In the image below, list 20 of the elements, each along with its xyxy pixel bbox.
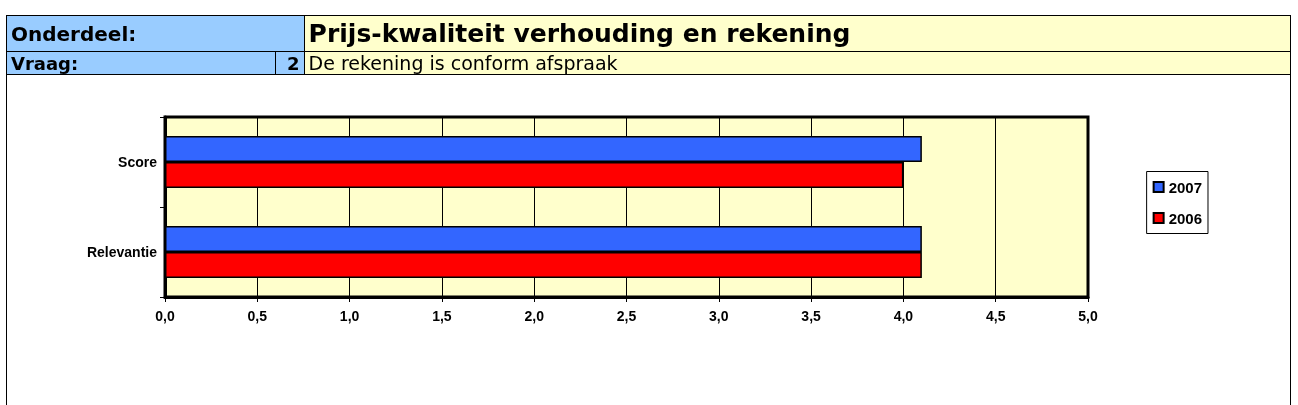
x-tick-label: 3,5 [801,308,822,324]
chart-subtitle: De rekening is conform afspraak [304,51,1291,75]
x-tick-label: 0,0 [155,308,175,324]
y-tick-label: Score [118,154,158,170]
text: 2 [275,51,305,75]
x-tick-label: 1,0 [339,308,360,324]
y-tick-label: Relevantie [86,244,158,260]
x-tick-label: 2,0 [524,308,545,324]
x-tick-label: 3,0 [709,308,729,324]
x-tick-label: 1,5 [432,308,452,324]
x-tick-label: 4,0 [893,308,914,324]
legend-label: 2006 [1168,209,1203,227]
text: Onderdeel: [6,15,305,52]
x-tick-label: 2,5 [616,308,637,324]
text: Vraag: [6,51,276,75]
x-tick-label: 5,0 [1078,308,1098,324]
x-tick-label: 4,5 [985,308,1006,324]
legend-label: 2007 [1168,178,1203,196]
chart-title: Prijs-kwaliteit verhouding en rekening [304,15,1291,52]
x-tick-label: 0,5 [247,308,268,324]
